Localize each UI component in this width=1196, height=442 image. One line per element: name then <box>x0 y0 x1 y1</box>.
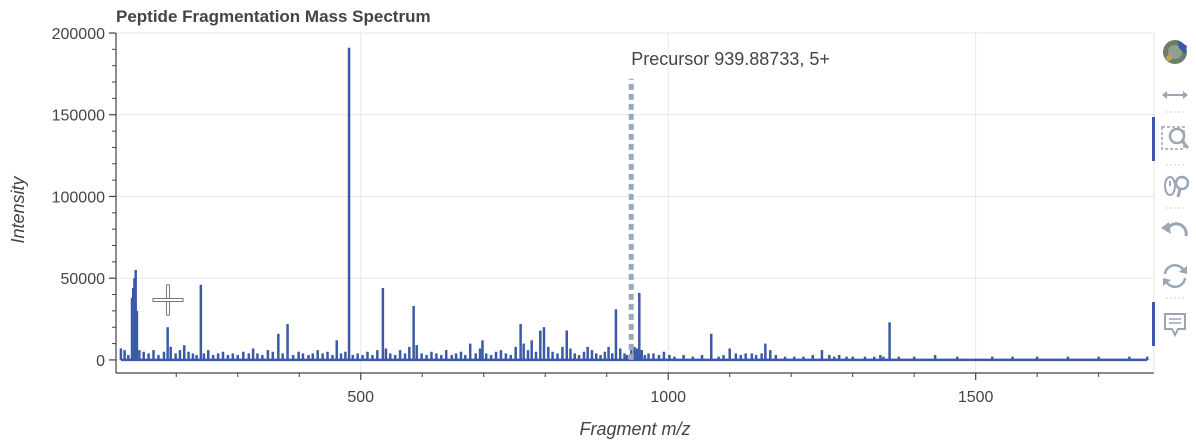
x-tick-label: 500 <box>347 389 374 406</box>
x-tick-label: 1000 <box>650 389 686 406</box>
crosshair-cursor-icon <box>152 284 184 316</box>
x-tick-label: 1500 <box>958 389 994 406</box>
wheel-zoom-icon[interactable] <box>1164 175 1190 198</box>
x-axis-label: Fragment m/z <box>579 419 690 439</box>
box-zoom-active-indicator <box>1152 117 1155 161</box>
x-ticks: 500 1000 1500 <box>175 373 1100 406</box>
box-zoom-icon[interactable] <box>1161 126 1190 150</box>
hover-icon[interactable] <box>1164 313 1186 338</box>
toolbar <box>1152 40 1190 346</box>
precursor-label: Precursor 939.88733, 5+ <box>631 49 830 69</box>
y-tick-label: 150000 <box>52 108 105 125</box>
reset-icon[interactable] <box>1163 264 1187 288</box>
peaks <box>119 47 1149 362</box>
y-tick-label: 200000 <box>52 26 105 43</box>
hover-active-indicator <box>1152 302 1155 346</box>
precursor-marker: Precursor 939.88733, 5+ <box>628 49 830 360</box>
bokeh-logo-icon[interactable] <box>1163 40 1187 64</box>
chart-title: Peptide Fragmentation Mass Spectrum <box>116 7 431 26</box>
grid <box>116 32 1154 373</box>
y-tick-label: 50000 <box>61 271 106 288</box>
y-ticks: 0 50000 100000 150000 200000 <box>52 26 116 370</box>
y-tick-label: 0 <box>96 353 105 370</box>
y-axis-label: Intensity <box>8 175 28 243</box>
undo-icon[interactable] <box>1161 222 1188 237</box>
y-tick-label: 100000 <box>52 189 105 206</box>
pan-icon[interactable] <box>1162 91 1188 99</box>
